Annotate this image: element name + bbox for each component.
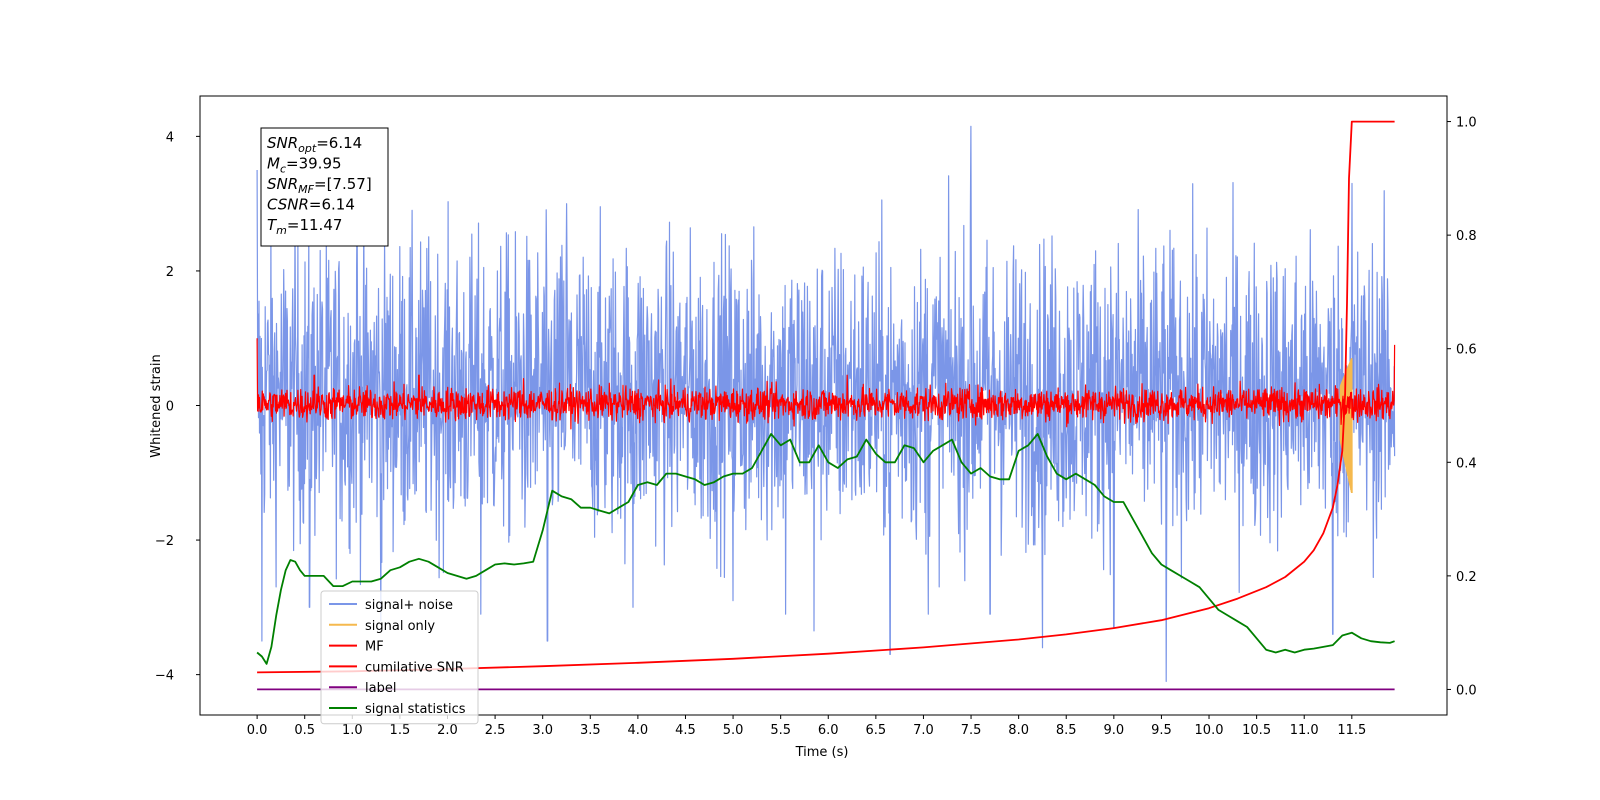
- x-tick-label: 9.5: [1151, 723, 1172, 738]
- annotation-line: Mc=39.95: [267, 155, 342, 176]
- x-tick-label: 5.0: [723, 723, 744, 738]
- y-tick-label: 0: [166, 400, 174, 415]
- series-signal-statistics: [256, 433, 1395, 665]
- y-axis-label: Whitened strain: [149, 354, 164, 457]
- x-tick-label: 0.0: [247, 723, 268, 738]
- x-tick-label: 4.5: [675, 723, 696, 738]
- annotation-value: =[7.57]: [314, 175, 372, 193]
- x-tick-label: 6.0: [818, 723, 839, 738]
- annotation-symbol: M: [267, 155, 280, 173]
- legend-label: MF: [365, 640, 384, 655]
- annotation-subscript: m: [276, 224, 287, 237]
- y-tick-label: −2: [155, 534, 174, 549]
- x-tick-label: 1.5: [390, 723, 411, 738]
- annotation-symbol: SNR: [267, 175, 298, 193]
- y-axis-right: 1.0 0.8 0.6 0.4 0.2 0.0: [1447, 116, 1477, 698]
- annotation-value: =39.95: [286, 155, 342, 173]
- y2-tick-label: 0.0: [1456, 683, 1477, 698]
- annotation-frame: [260, 127, 389, 247]
- x-axis: 0.0 0.5 1.0 1.5 2.0 2.5 3.0 3.5 4.0 4.5 5.0 5.5 6.0 6…: [247, 715, 1366, 738]
- series-cumilative-snr: [257, 120, 1395, 674]
- legend-label: cumilative SNR: [365, 660, 464, 675]
- y-tick-label: 2: [166, 265, 174, 280]
- x-tick-label: 7.5: [961, 723, 982, 738]
- x-tick-label: 0.5: [294, 723, 315, 738]
- annotation-value: =11.47: [287, 216, 343, 234]
- x-tick-label: 11.0: [1290, 723, 1319, 738]
- annotation-subscript: opt: [298, 142, 317, 155]
- x-tick-label: 10.0: [1195, 723, 1224, 738]
- annotation-line: SNRopt=6.14: [267, 134, 362, 155]
- y2-tick-label: 0.6: [1456, 343, 1477, 358]
- annotation-line: Tm=11.47: [267, 216, 342, 237]
- y-tick-label: 4: [166, 130, 174, 145]
- y-tick-label: −4: [155, 669, 174, 684]
- x-tick-label: 7.0: [913, 723, 934, 738]
- x-tick-label: 8.5: [1056, 723, 1077, 738]
- x-tick-label: 9.0: [1103, 723, 1124, 738]
- x-tick-label: 6.5: [866, 723, 887, 738]
- annotation-line: CSNR=6.14: [267, 196, 355, 214]
- y2-tick-label: 0.4: [1456, 456, 1477, 471]
- y-axis-left: 4 2 0 −2 −4: [155, 130, 200, 684]
- x-tick-label: 1.0: [342, 723, 363, 738]
- y2-tick-label: 1.0: [1456, 116, 1477, 131]
- x-tick-label: 2.0: [437, 723, 458, 738]
- x-tick-label: 3.0: [532, 723, 553, 738]
- y2-tick-label: 0.8: [1456, 229, 1477, 244]
- annotation-symbol: T: [267, 216, 278, 234]
- legend-label: signal only: [365, 619, 435, 634]
- annotation-value: =6.14: [309, 196, 355, 214]
- legend-label: signal statistics: [365, 702, 466, 717]
- x-tick-label: 4.0: [628, 723, 649, 738]
- annotation-symbol: SNR: [267, 134, 298, 152]
- annotation-box: SNRopt=6.14Mc=39.95SNRMF=[7.57]CSNR=6.14…: [260, 127, 389, 247]
- x-tick-label: 10.5: [1242, 723, 1271, 738]
- annotation-line: SNRMF=[7.57]: [267, 175, 372, 196]
- legend: signal+ noise signal only MF cumilative SNR…: [320, 590, 479, 725]
- x-axis-label: Time (s): [795, 745, 849, 760]
- x-tick-label: 8.0: [1008, 723, 1029, 738]
- annotation-value: =6.14: [316, 134, 362, 152]
- series-mf: [256, 338, 1396, 430]
- x-tick-label: 3.5: [580, 723, 601, 738]
- annotation-subscript: MF: [298, 183, 314, 196]
- y2-tick-label: 0.2: [1456, 570, 1477, 585]
- annotation-subscript: c: [280, 163, 286, 176]
- legend-frame: [320, 590, 479, 725]
- annotation-symbol: CSNR: [267, 196, 309, 214]
- legend-label: label: [365, 681, 396, 696]
- series-layer: [256, 120, 1396, 691]
- legend-label: signal+ noise: [365, 598, 453, 613]
- x-tick-label: 5.5: [770, 723, 791, 738]
- x-tick-label: 11.5: [1337, 723, 1366, 738]
- x-tick-label: 2.5: [485, 723, 506, 738]
